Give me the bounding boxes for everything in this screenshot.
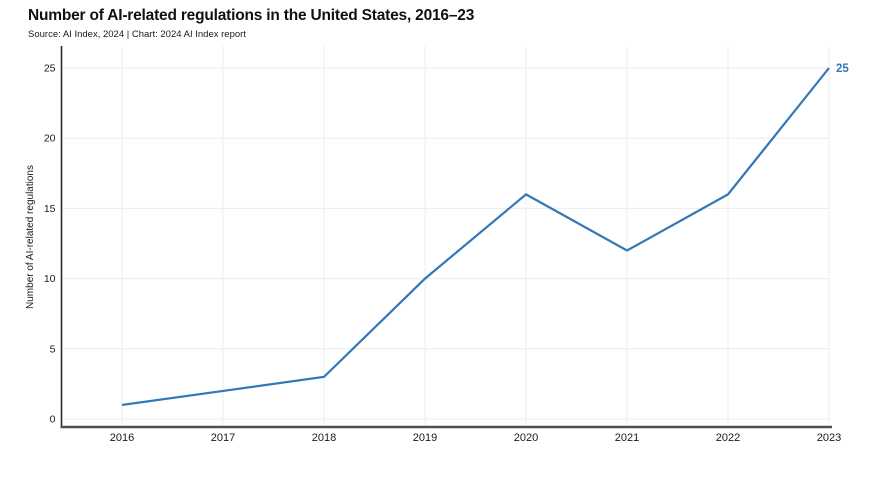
- x-tick-label: 2019: [413, 432, 437, 444]
- x-tick-label: 2023: [817, 432, 841, 444]
- end-value-label: 25: [836, 63, 849, 75]
- x-tick-label: 2018: [312, 432, 336, 444]
- y-tick-label: 5: [50, 343, 56, 355]
- data-line: [121, 67, 830, 407]
- x-tick-label: 2021: [615, 432, 639, 444]
- y-tick-label: 20: [44, 133, 56, 145]
- y-tick-label: 15: [44, 203, 56, 215]
- x-tick-label: 2017: [211, 432, 235, 444]
- chart-title: Number of AI-related regulations in the …: [28, 7, 475, 24]
- y-axis-label: Number of AI-related regulations: [25, 165, 36, 309]
- y-tick-label: 0: [50, 414, 56, 426]
- x-tick-label: 2016: [110, 432, 134, 444]
- y-tick-label: 10: [44, 273, 56, 285]
- x-tick-label: 2020: [514, 432, 538, 444]
- y-tick-label: 25: [44, 63, 56, 75]
- x-tick-label: 2022: [716, 432, 740, 444]
- chart-source-caption: Source: AI Index, 2024 | Chart: 2024 AI …: [28, 29, 246, 40]
